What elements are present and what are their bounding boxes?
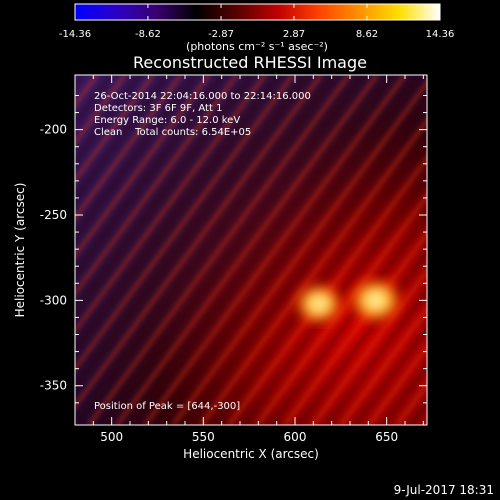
colorbar-tick-label: -8.62 <box>135 29 161 40</box>
texture-streak <box>75 75 198 241</box>
chart-title: Reconstructed RHESSI Image <box>133 53 367 72</box>
emission-peak <box>349 278 402 323</box>
colorbar-tick-label: 14.36 <box>426 29 455 40</box>
texture-streak <box>142 75 408 425</box>
texture-streak <box>75 75 268 335</box>
colorbar-tick-label: 8.62 <box>356 29 378 40</box>
texture-streak <box>75 75 324 411</box>
texture-streak <box>75 75 212 260</box>
texture-streak <box>100 75 366 425</box>
x-tick-label: 650 <box>375 430 398 444</box>
texture-streak <box>380 361 427 425</box>
texture-streak <box>170 78 427 425</box>
colorbar-units-label: (photons cm⁻² s⁻¹ asec⁻²) <box>186 40 328 53</box>
texture-streak <box>282 229 427 425</box>
texture-streak <box>240 173 427 425</box>
annotation-time-range: 26-Oct-2014 22:04:16.000 to 22:14:16.000 <box>94 91 311 102</box>
texture-streak <box>453 75 500 425</box>
annotation-clean-counts: Clean Total counts: 6.54E+05 <box>94 127 251 138</box>
annotation-detectors: Detectors: 3F 6F 9F, Att 1 <box>94 103 222 114</box>
texture-streak <box>226 154 427 425</box>
y-tick-label: -350 <box>40 379 67 393</box>
heatmap-image <box>75 75 500 425</box>
y-axis-ticks: -200 -250 -300 -350 <box>40 94 427 404</box>
x-axis-label: Heliocentric X (arcsec) <box>183 447 319 461</box>
texture-streak <box>75 75 184 222</box>
texture-streak <box>184 97 427 425</box>
texture-streak <box>75 75 310 392</box>
texture-streak <box>324 286 427 425</box>
texture-streak <box>75 75 170 204</box>
texture-streak <box>75 75 254 317</box>
emission-peak <box>295 283 343 324</box>
texture-streak <box>75 75 240 298</box>
texture-streak <box>338 305 427 425</box>
texture-streak <box>212 135 427 425</box>
texture-streak <box>75 75 338 425</box>
x-axis-ticks: 500 550 600 650 <box>92 75 424 444</box>
colorbar <box>74 3 441 21</box>
texture-streak <box>366 342 427 425</box>
texture-streak <box>86 75 352 425</box>
y-tick-label: -300 <box>40 293 67 307</box>
texture-streak <box>75 75 156 185</box>
colorbar-tick-label: -14.36 <box>59 29 91 40</box>
texture-streak <box>352 323 427 425</box>
x-tick-label: 550 <box>192 430 215 444</box>
texture-streak <box>310 267 427 425</box>
texture-streak <box>156 75 422 425</box>
y-tick-label: -250 <box>40 208 67 222</box>
y-tick-label: -200 <box>40 123 67 137</box>
texture-streak <box>114 75 380 425</box>
texture-streak <box>75 75 142 166</box>
texture-streak <box>467 75 500 425</box>
colorbar-tick-label: 2.87 <box>283 29 305 40</box>
texture-streak <box>254 191 427 425</box>
texture-streak <box>481 75 500 425</box>
texture-streak <box>128 75 394 425</box>
texture-streak <box>296 248 427 425</box>
texture-streak <box>75 75 296 373</box>
texture-streak <box>198 116 427 425</box>
texture-streak <box>268 210 427 425</box>
texture-streak <box>439 75 500 425</box>
texture-streak <box>495 75 500 425</box>
x-tick-label: 500 <box>100 430 123 444</box>
x-tick-label: 600 <box>284 430 307 444</box>
annotation-energy-range: Energy Range: 6.0 - 12.0 keV <box>94 115 240 126</box>
colorbar-tick-label: -2.87 <box>208 29 234 40</box>
footer-timestamp: 9-Jul-2017 18:31 <box>394 483 494 497</box>
y-axis-label: Heliocentric Y (arcsec) <box>13 183 27 318</box>
plot-frame <box>74 74 428 426</box>
texture-streak <box>75 75 282 354</box>
texture-streak <box>75 75 128 147</box>
peak-position-label: Position of Peak = [644,-300] <box>94 401 240 412</box>
colorbar-ticks: -14.36 -8.62 -2.87 2.87 8.62 14.36 <box>59 4 454 40</box>
texture-streak <box>422 418 427 425</box>
texture-streak <box>75 75 226 279</box>
